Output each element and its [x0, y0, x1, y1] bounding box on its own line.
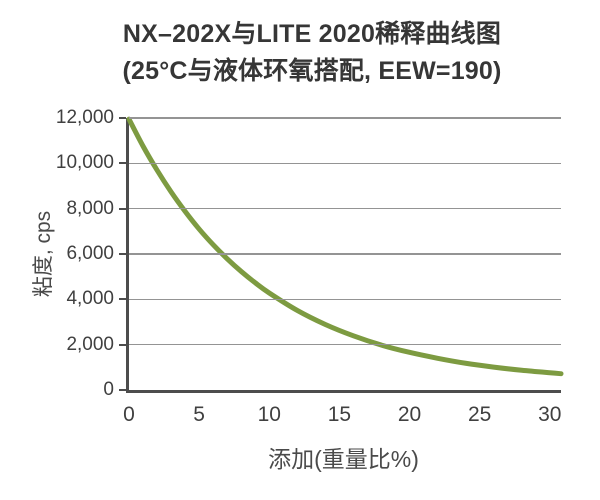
x-tick-label-0: 0 [123, 403, 135, 426]
y-tick-label-8000: 8,000 [66, 197, 114, 219]
x-tick-label-5: 5 [193, 403, 205, 426]
y-tick-label-0: 0 [103, 379, 114, 400]
chart-subtitle: (25°C与液体环氧搭配, EEW=190) [122, 57, 502, 85]
y-tick-mark-0 [119, 389, 126, 391]
gridline-8000 [129, 207, 561, 210]
x-tick-label-10: 10 [257, 403, 281, 426]
y-tick-label-10000: 10,000 [55, 152, 114, 174]
y-tick-label-2000: 2,000 [66, 333, 114, 355]
gridline-2000 [129, 343, 561, 346]
gridline-4000 [129, 298, 561, 301]
y-tick-mark-2000 [119, 343, 126, 346]
x-tick-label-30: 30 [538, 403, 562, 426]
y-tick-mark-8000 [119, 207, 126, 210]
gridline-10000 [129, 162, 561, 165]
y-tick-mark-6000 [119, 253, 126, 255]
x-tick-label-15: 15 [327, 403, 352, 426]
x-tick-label-20: 20 [397, 403, 422, 426]
y-tick-label-12000: 12,000 [55, 107, 114, 128]
gridline-6000 [129, 253, 561, 255]
y-tick-mark-10000 [119, 162, 126, 165]
y-axis-title: 粘度, cps [32, 210, 55, 298]
y-tick-mark-12000 [119, 117, 126, 119]
y-tick-mark-4000 [119, 298, 126, 301]
x-axis-title: 添加(重量比%) [268, 446, 419, 472]
dilution-curve [126, 116, 564, 377]
curve-svg [126, 116, 564, 377]
chart-title-block: NX–202X与LITE 2020稀释曲线图 (25°C与液体环氧搭配, EEW… [0, 16, 600, 90]
chart-title: NX–202X与LITE 2020稀释曲线图 [122, 20, 502, 48]
plot-area: 0 2,000 4,000 6,000 8,000 10,000 12,000 0 5 10 15 2… [56, 107, 564, 426]
gridline-12000 [129, 117, 561, 119]
y-tick-label-6000: 6,000 [66, 243, 114, 264]
x-tick-label-25: 25 [467, 403, 492, 426]
y-tick-label-4000: 4,000 [66, 288, 114, 310]
